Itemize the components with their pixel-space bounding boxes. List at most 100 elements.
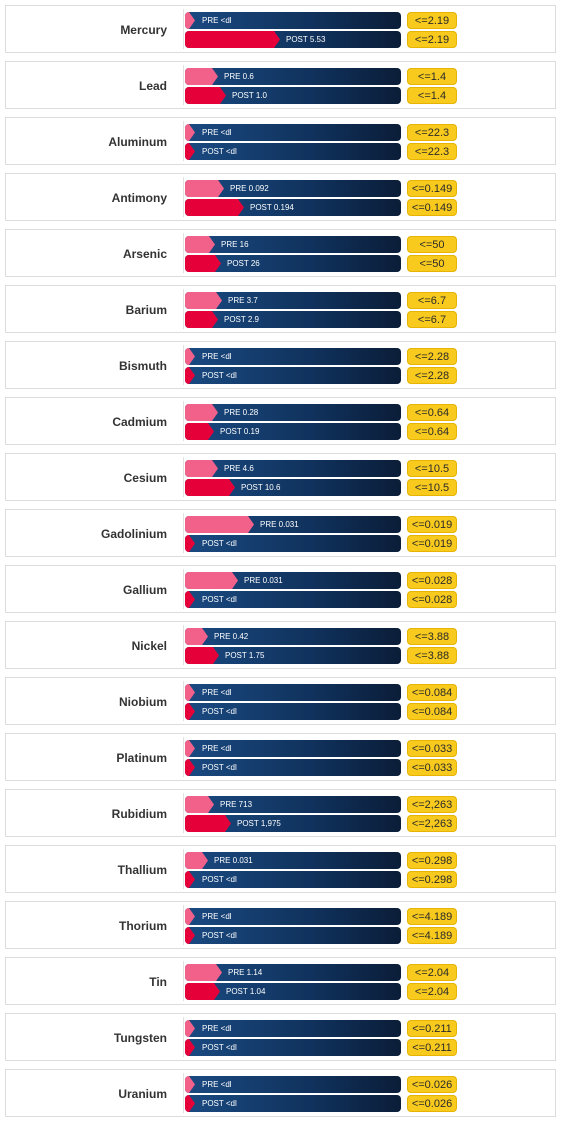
element-name: Nickel <box>131 639 167 653</box>
post-bar-track: POST 10.6 <box>185 479 401 496</box>
element-name: Cesium <box>123 471 167 485</box>
limit-badge: <=0.028 <box>407 572 457 589</box>
limit-badge: <=0.026 <box>407 1076 457 1093</box>
limit-badge: <=6.7 <box>407 311 457 328</box>
element-row: Arsenic PRE 16 POST 26 <=50 <=50 <box>5 229 556 277</box>
pre-value-bar <box>185 404 218 421</box>
pre-value-bar <box>185 1020 195 1037</box>
pre-bar-track: PRE 0.6 <box>185 68 401 85</box>
limit-badge: <=2.04 <box>407 964 457 981</box>
element-name: Uranium <box>118 1087 167 1101</box>
pre-value-bar <box>185 180 224 197</box>
pre-value-label: PRE <dl <box>202 16 232 25</box>
pre-value-label: PRE 0.031 <box>214 856 253 865</box>
row-divider <box>183 681 184 721</box>
post-value-bar <box>185 423 214 440</box>
pre-value-bar <box>185 796 214 813</box>
pre-bar-track: PRE 0.42 <box>185 628 401 645</box>
element-name: Gallium <box>122 583 167 597</box>
pre-bar-track: PRE <dl <box>185 124 401 141</box>
element-name: Aluminum <box>108 135 167 149</box>
pre-bar-track: PRE 713 <box>185 796 401 813</box>
element-row: Rubidium PRE 713 POST 1,975 <=2,263 <=2,263 <box>5 789 556 837</box>
post-value-bar <box>185 311 218 328</box>
element-row: Niobium PRE <dl POST <dl <=0.084 <=0.084 <box>5 677 556 725</box>
pre-value-bar <box>185 1076 195 1093</box>
pre-value-label: PRE 0.42 <box>214 632 249 641</box>
limit-badge: <=2.28 <box>407 348 457 365</box>
pre-bar-track: PRE <dl <box>185 684 401 701</box>
post-value-bar <box>185 983 220 1000</box>
pre-bar-track: PRE 1.14 <box>185 964 401 981</box>
element-row: Nickel PRE 0.42 POST 1.75 <=3.88 <=3.88 <box>5 621 556 669</box>
limit-badge: <=2.28 <box>407 367 457 384</box>
post-value-label: POST <dl <box>202 1043 237 1052</box>
pre-value-bar <box>185 684 195 701</box>
pre-value-bar <box>185 908 195 925</box>
pre-value-label: PRE 16 <box>221 240 249 249</box>
post-bar-track: POST <dl <box>185 871 401 888</box>
pre-value-bar <box>185 516 254 533</box>
pre-value-bar <box>185 124 195 141</box>
limit-badge: <=0.084 <box>407 684 457 701</box>
pre-value-label: PRE 1.14 <box>228 968 263 977</box>
limit-badge: <=0.084 <box>407 703 457 720</box>
row-divider <box>183 65 184 105</box>
element-name: Cadmium <box>112 415 167 429</box>
row-divider <box>183 625 184 665</box>
row-divider <box>183 905 184 945</box>
limit-badge: <=2.04 <box>407 983 457 1000</box>
post-bar-track: POST <dl <box>185 535 401 552</box>
post-value-bar <box>185 87 226 104</box>
pre-value-label: PRE <dl <box>202 744 232 753</box>
pre-value-label: PRE <dl <box>202 1080 232 1089</box>
element-row: Barium PRE 3.7 POST 2.9 <=6.7 <=6.7 <box>5 285 556 333</box>
element-name: Thorium <box>119 919 167 933</box>
element-row: Mercury PRE <dl POST 5.53 <=2.19 <=2.19 <box>5 5 556 53</box>
element-name: Lead <box>138 79 167 93</box>
post-bar-track: POST 0.194 <box>185 199 401 216</box>
row-divider <box>183 345 184 385</box>
post-bar-track: POST 1,975 <box>185 815 401 832</box>
post-value-label: POST <dl <box>202 1099 237 1108</box>
element-name: Tin <box>149 975 167 989</box>
post-value-bar <box>185 535 195 552</box>
limit-badge: <=2,263 <box>407 815 457 832</box>
pre-bar-track: PRE <dl <box>185 1076 401 1093</box>
post-value-bar <box>185 647 219 664</box>
post-value-label: POST <dl <box>202 875 237 884</box>
post-value-bar <box>185 143 195 160</box>
element-name: Mercury <box>120 23 167 37</box>
post-bar-track: POST <dl <box>185 1095 401 1112</box>
element-name: Platinum <box>116 751 167 765</box>
post-bar-track: POST <dl <box>185 759 401 776</box>
post-value-label: POST 2.9 <box>224 315 259 324</box>
limit-badge: <=0.019 <box>407 516 457 533</box>
pre-value-label: PRE <dl <box>202 688 232 697</box>
row-divider <box>183 961 184 1001</box>
post-value-bar <box>185 367 195 384</box>
post-value-bar <box>185 255 221 272</box>
pre-value-bar <box>185 740 195 757</box>
limit-badge: <=1.4 <box>407 87 457 104</box>
element-name: Antimony <box>111 191 167 205</box>
post-bar-track: POST <dl <box>185 1039 401 1056</box>
row-divider <box>183 121 184 161</box>
element-name: Barium <box>125 303 167 317</box>
post-bar-track: POST <dl <box>185 591 401 608</box>
pre-value-label: PRE <dl <box>202 912 232 921</box>
element-row: Uranium PRE <dl POST <dl <=0.026 <=0.026 <box>5 1069 556 1117</box>
pre-value-label: PRE <dl <box>202 1024 232 1033</box>
element-row: Thallium PRE 0.031 POST <dl <=0.298 <=0.298 <box>5 845 556 893</box>
element-row: Bismuth PRE <dl POST <dl <=2.28 <=2.28 <box>5 341 556 389</box>
row-divider <box>183 457 184 497</box>
row-divider <box>183 1017 184 1057</box>
limit-badge: <=0.298 <box>407 852 457 869</box>
pre-value-label: PRE 0.28 <box>224 408 259 417</box>
limit-badge: <=0.211 <box>407 1039 457 1056</box>
post-value-label: POST 5.53 <box>286 35 326 44</box>
row-divider <box>183 737 184 777</box>
limit-badge: <=1.4 <box>407 68 457 85</box>
pre-bar-track: PRE 4.6 <box>185 460 401 477</box>
limit-badge: <=2.19 <box>407 31 457 48</box>
